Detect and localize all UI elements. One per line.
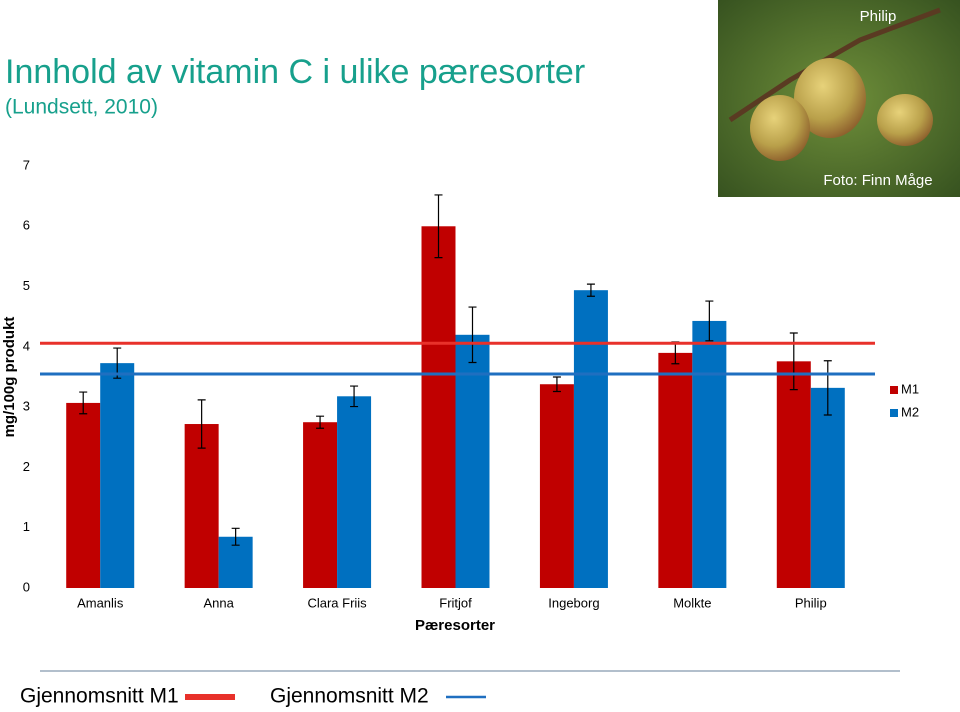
bar bbox=[100, 363, 135, 588]
y-tick-label: 4 bbox=[23, 338, 30, 353]
photo-title: Philip bbox=[860, 8, 897, 25]
bar bbox=[810, 387, 845, 588]
bar bbox=[455, 334, 490, 588]
bar bbox=[658, 352, 693, 588]
bar bbox=[539, 384, 574, 588]
x-tick-label: Amanlis bbox=[77, 595, 124, 610]
bar bbox=[776, 361, 811, 588]
error-bar bbox=[468, 306, 477, 364]
y-tick-label: 7 bbox=[23, 157, 30, 172]
error-bar bbox=[823, 360, 832, 416]
error-bar bbox=[586, 283, 595, 297]
bar bbox=[421, 226, 456, 589]
error-bar bbox=[350, 385, 359, 408]
y-tick-label: 1 bbox=[23, 519, 30, 534]
y-tick-label: 5 bbox=[23, 278, 30, 293]
x-tick-label: Anna bbox=[203, 595, 234, 610]
chart-subtitle: (Lundsett, 2010) bbox=[5, 96, 158, 119]
x-tick-label: Fritjof bbox=[439, 595, 472, 610]
photo-credit: Foto: Finn Måge bbox=[823, 172, 932, 189]
legend-label: M2 bbox=[901, 404, 919, 419]
bar bbox=[692, 320, 727, 588]
reference-legend-label: Gjennomsnitt M1 bbox=[20, 685, 179, 708]
bar bbox=[303, 422, 338, 588]
legend-label: M1 bbox=[901, 381, 919, 396]
reference-legend-swatch bbox=[185, 694, 235, 700]
bar bbox=[573, 290, 608, 588]
legend-swatch bbox=[890, 386, 898, 394]
x-tick-label: Molkte bbox=[673, 595, 711, 610]
error-bar bbox=[316, 415, 325, 429]
legend-swatch bbox=[890, 409, 898, 417]
bar bbox=[184, 424, 219, 588]
error-bar bbox=[197, 399, 206, 449]
bar bbox=[66, 402, 101, 588]
reference-legend-label: Gjennomsnitt M2 bbox=[270, 685, 429, 708]
x-tick-label: Ingeborg bbox=[548, 595, 599, 610]
y-axis-label: mg/100g produkt bbox=[1, 317, 18, 438]
error-bar bbox=[79, 391, 88, 415]
bar bbox=[337, 396, 372, 588]
y-tick-label: 3 bbox=[23, 399, 30, 414]
chart-title: Innhold av vitamin C i ulike pæresorter bbox=[5, 53, 585, 91]
error-bar bbox=[552, 376, 561, 393]
y-tick-label: 0 bbox=[23, 579, 30, 594]
x-tick-label: Clara Friis bbox=[307, 595, 367, 610]
photo: Philip Foto: Finn Måge bbox=[718, 0, 960, 197]
y-tick-label: 6 bbox=[23, 218, 30, 233]
x-tick-label: Philip bbox=[795, 595, 827, 610]
x-axis-label: Pæresorter bbox=[415, 617, 495, 634]
error-bar bbox=[705, 300, 714, 342]
error-bar bbox=[434, 194, 443, 259]
y-tick-label: 2 bbox=[23, 459, 30, 474]
error-bar bbox=[231, 527, 240, 546]
